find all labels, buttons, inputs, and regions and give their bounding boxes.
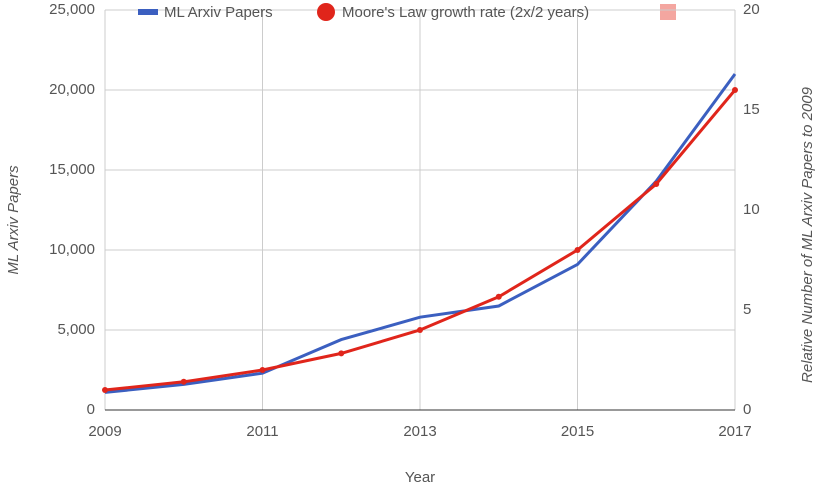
point (495, 293, 502, 300)
point (653, 181, 660, 187)
y2-tick-label: 5 (743, 301, 751, 318)
point (417, 327, 423, 333)
y2-axis-label: Relative Number of ML Arxiv Papers to 20… (799, 86, 816, 383)
legend-label: ML Arxiv Papers (164, 4, 273, 21)
legend-swatch (317, 3, 335, 21)
y-tick-label: 15,000 (49, 161, 95, 178)
point (574, 247, 581, 253)
x-tick-label: 2017 (718, 423, 751, 440)
point (259, 367, 266, 373)
legend-swatch (138, 9, 158, 15)
y-tick-label: 5,000 (57, 321, 95, 338)
y-axis-label: ML Arxiv Papers (5, 165, 22, 275)
y-tick-label: 0 (87, 401, 95, 418)
y-tick-label: 20,000 (49, 81, 95, 98)
series-line (104, 73, 737, 394)
point (180, 378, 187, 385)
y2-tick-label: 10 (743, 201, 760, 218)
point (732, 87, 738, 93)
y-tick-label: 25,000 (49, 1, 95, 18)
x-tick-label: 2011 (246, 423, 278, 440)
x-tick-label: 2009 (88, 423, 121, 440)
y2-tick-label: 15 (743, 101, 760, 118)
x-tick-label: 2013 (403, 423, 436, 440)
point (102, 387, 108, 393)
point (338, 350, 345, 357)
legend-label: Moore's Law growth rate (2x/2 years) (342, 4, 589, 21)
y2-tick-label: 0 (743, 401, 751, 418)
x-axis-label: Year (405, 469, 435, 486)
legend-swatch (660, 4, 676, 20)
y-tick-label: 10,000 (49, 241, 95, 258)
x-tick-label: 2015 (561, 423, 594, 440)
y2-tick-label: 20 (743, 1, 760, 18)
